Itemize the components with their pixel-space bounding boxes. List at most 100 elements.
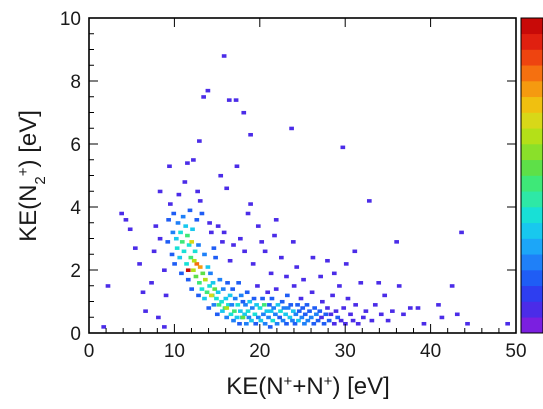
heatmap-cell <box>174 246 180 250</box>
heatmap-cell <box>348 312 353 317</box>
heatmap-cell <box>268 309 274 313</box>
heatmap-cell <box>191 158 196 162</box>
heatmap-cell <box>231 318 236 323</box>
heatmap-cell <box>270 318 276 323</box>
heatmap-cell <box>208 271 213 276</box>
heatmap-cell <box>143 309 148 313</box>
heatmap-cell <box>206 306 212 310</box>
heatmap-cell <box>243 303 248 307</box>
heatmap-cell <box>229 303 235 307</box>
heatmap-cell <box>287 315 293 320</box>
heatmap-cell <box>214 312 220 317</box>
heatmap-cell <box>196 243 201 247</box>
heatmap-cell <box>314 312 319 317</box>
heatmap-cell <box>288 303 294 307</box>
heatmap-cell <box>165 240 171 244</box>
heatmap-cell <box>137 262 142 266</box>
heatmap-cell <box>261 303 267 307</box>
heatmap-cell <box>255 224 261 228</box>
heatmap-cell <box>218 173 224 178</box>
heatmap-cell <box>207 284 212 288</box>
heatmap-cell <box>248 132 253 137</box>
heatmap-cell <box>157 189 163 194</box>
heatmap-cell <box>290 309 296 313</box>
heatmap-cell <box>321 321 327 326</box>
heatmap-cell <box>343 321 348 326</box>
heatmap-cell <box>238 309 243 313</box>
colorbar-segment <box>521 33 543 50</box>
heatmap-cell <box>185 268 191 272</box>
heatmap-cell <box>337 284 342 288</box>
heatmap-cell <box>298 296 304 301</box>
colorbar-segment <box>521 175 543 192</box>
heatmap-cell <box>394 240 399 244</box>
colorbar-segment <box>521 285 543 302</box>
heatmap-cell <box>267 325 273 329</box>
heatmap-cell <box>304 303 310 307</box>
heatmap-cell <box>215 224 221 228</box>
heatmap-cell <box>267 303 272 307</box>
heatmap-cell <box>183 224 189 228</box>
heatmap-cell <box>205 265 211 269</box>
heatmap-cell <box>505 321 510 326</box>
y-tick-label: 4 <box>70 198 81 219</box>
heatmap-cell <box>259 240 265 244</box>
y-tick-label: 2 <box>70 261 81 282</box>
heatmap-cell <box>358 281 364 285</box>
heatmap-cell <box>345 296 351 301</box>
heatmap-cell <box>281 306 287 310</box>
heatmap-cell <box>439 315 445 320</box>
heatmap-cell <box>372 303 378 307</box>
heatmap-cell <box>178 230 183 235</box>
heatmap-cell <box>253 321 259 326</box>
heatmap-cell <box>273 312 278 317</box>
heatmap-cell <box>149 281 154 285</box>
heatmap-cell <box>296 318 301 323</box>
heatmap-cell <box>169 252 175 257</box>
heatmap-cell <box>242 249 247 254</box>
heatmap-cell <box>343 262 349 266</box>
heatmap-cell <box>217 277 223 282</box>
colorbar-segment <box>521 207 543 224</box>
heatmap-cell <box>213 255 218 260</box>
colorbar-segment <box>521 301 543 318</box>
heatmap-cell <box>245 211 251 216</box>
heatmap-cell <box>181 249 187 254</box>
heatmap-cell <box>302 321 307 326</box>
heatmap-cell <box>328 312 334 317</box>
heatmap-cell <box>182 180 188 184</box>
heatmap-cell <box>179 240 185 244</box>
heatmap-cell <box>200 271 206 276</box>
heatmap-cell <box>175 221 181 225</box>
heatmap-cell <box>320 299 325 304</box>
heatmap-cell <box>308 315 314 320</box>
heatmap-cell <box>197 265 203 269</box>
heatmap-cell <box>279 299 285 304</box>
heatmap-cell <box>179 271 184 276</box>
heatmap-cell <box>355 321 361 326</box>
heatmap-cell <box>210 281 216 285</box>
heatmap-cell <box>266 315 271 320</box>
heatmap-cell <box>315 318 321 323</box>
heatmap-cell <box>250 262 256 266</box>
heatmap-cell <box>255 284 260 288</box>
heatmap-cell <box>194 262 200 266</box>
heatmap-cell <box>245 309 251 313</box>
heatmap-cell <box>290 318 295 323</box>
heatmap-cell <box>151 249 157 254</box>
heatmap-cell <box>237 321 242 326</box>
heatmap-cell <box>333 309 339 313</box>
heatmap-cell <box>249 306 255 310</box>
heatmap-cell <box>296 309 302 313</box>
heatmap-cell <box>274 321 280 326</box>
heatmap-cell <box>325 306 330 310</box>
heatmap-cell <box>307 309 312 313</box>
x-tick-label: 40 <box>420 341 441 362</box>
colorbar-segment <box>521 317 543 334</box>
heatmap-cell <box>326 318 332 323</box>
heatmap-cell <box>195 189 200 194</box>
heatmap-cell <box>186 243 192 247</box>
heatmap-cell <box>127 227 133 232</box>
heatmap-cell <box>262 249 268 254</box>
